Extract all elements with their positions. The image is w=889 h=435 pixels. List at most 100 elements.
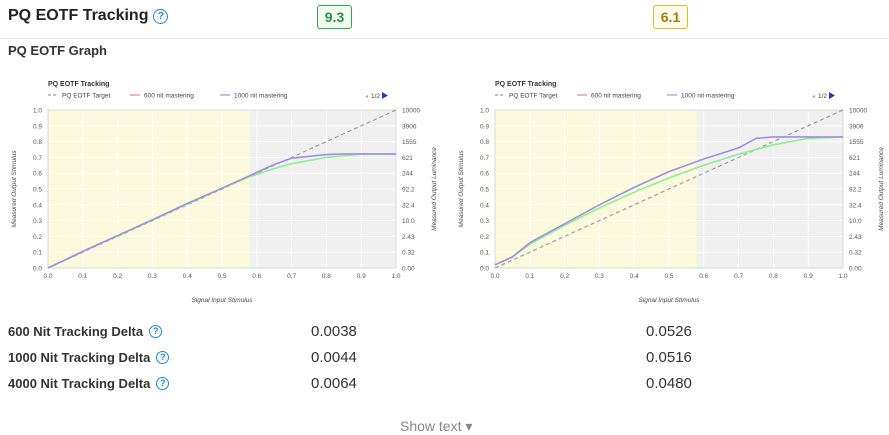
delta-value-right: 0.0516 bbox=[646, 349, 692, 366]
legend-label: 1000 nit mastering bbox=[234, 93, 288, 100]
x-axis-label: Signal Input Stimulus bbox=[638, 297, 700, 304]
score-badge-right: 6.1 bbox=[653, 5, 688, 29]
y-right-tick-label: 2.43 bbox=[849, 234, 862, 241]
help-icon[interactable]: ? bbox=[153, 8, 169, 24]
legend-label: 600 nit mastering bbox=[591, 93, 641, 100]
eotf-chart-svg-right: 0.0 0.1 0.2 0.3 0.4 0.5 0.6 0.7 0.8 0.9 1.0 0.0 0.1 0… bbox=[458, 81, 885, 304]
legend-prev-icon: ◂ bbox=[812, 94, 815, 100]
y-axis-label: Measured Output Stimulus bbox=[458, 150, 465, 228]
legend-label: 600 nit mastering bbox=[144, 93, 194, 100]
y-tick-label: 0.1 bbox=[480, 250, 489, 257]
y-tick-label: 0.3 bbox=[33, 218, 42, 225]
legend-next-icon bbox=[829, 92, 835, 99]
x-tick-label: 0.5 bbox=[217, 273, 226, 280]
help-icon[interactable]: ? bbox=[156, 377, 170, 390]
legend-next-icon bbox=[382, 92, 388, 99]
delta-label-text: 1000 Nit Tracking Delta bbox=[8, 350, 151, 365]
legend-prev-icon: ◂ bbox=[365, 94, 368, 100]
x-tick-label: 0.7 bbox=[734, 273, 743, 280]
delta-row-600: 600 Nit Tracking Delta ? 0.0038 0.0526 bbox=[0, 320, 889, 344]
x-tick-label: 0.4 bbox=[183, 273, 192, 280]
series-line-1000-nit bbox=[47, 153, 396, 269]
y-right-tick-label: 621 bbox=[402, 155, 413, 162]
x-tick-label: 0.9 bbox=[357, 273, 366, 280]
y-tick-label: 0.8 bbox=[480, 139, 489, 146]
x-tick-label: 0.0 bbox=[43, 273, 52, 280]
y-tick-label: 0.4 bbox=[480, 202, 489, 209]
x-axis-label: Signal Input Stimulus bbox=[191, 297, 253, 304]
x-tick-label: 0.9 bbox=[804, 273, 813, 280]
y-right-tick-label: 3906 bbox=[402, 123, 417, 130]
delta-label-text: 4000 Nit Tracking Delta bbox=[8, 376, 151, 391]
x-tick-label: 0.7 bbox=[287, 273, 296, 280]
x-tick-label: 0.1 bbox=[525, 273, 534, 280]
series-line-1000-nit bbox=[494, 136, 843, 266]
x-tick-label: 1.0 bbox=[391, 273, 400, 280]
y-right-tick-label: 621 bbox=[849, 155, 860, 162]
y-tick-label: 0.7 bbox=[480, 155, 489, 162]
legend-page-label: 1/2 bbox=[371, 93, 380, 100]
y-right-tick-label: 244 bbox=[849, 171, 860, 178]
legend-label: PQ EOTF Target bbox=[509, 93, 557, 100]
y-tick-label: 0.6 bbox=[480, 171, 489, 178]
x-tick-label: 0.3 bbox=[595, 273, 604, 280]
chart-title: PQ EOTF Tracking bbox=[48, 81, 109, 88]
eotf-chart-right: 0.0 0.1 0.2 0.3 0.4 0.5 0.6 0.7 0.8 0.9 1.0 0.0 0.1 0… bbox=[455, 74, 885, 314]
x-tick-label: 0.8 bbox=[322, 273, 331, 280]
y-tick-label: 0.3 bbox=[480, 218, 489, 225]
x-tick-label: 0.5 bbox=[664, 273, 673, 280]
title-text: PQ EOTF Tracking bbox=[8, 7, 149, 24]
legend-page-label: 1/2 bbox=[818, 93, 827, 100]
y-right-tick-label: 10.0 bbox=[849, 218, 862, 225]
delta-value-left: 0.0044 bbox=[311, 349, 357, 366]
delta-label-text: 600 Nit Tracking Delta bbox=[8, 324, 144, 339]
delta-value-right: 0.0480 bbox=[646, 375, 692, 392]
y-right-tick-label: 10.0 bbox=[402, 218, 415, 225]
y-tick-label: 0.5 bbox=[480, 187, 489, 194]
score-badge-left: 9.3 bbox=[317, 5, 352, 29]
x-tick-label: 0.0 bbox=[490, 273, 499, 280]
delta-row-4000: 4000 Nit Tracking Delta ? 0.0064 0.0480 bbox=[0, 372, 889, 396]
plot-frame bbox=[47, 109, 397, 269]
x-tick-label: 1.0 bbox=[838, 273, 847, 280]
y-right-tick-label: 1555 bbox=[849, 139, 864, 146]
y-right-axis-label: Measured Output Luminance bbox=[431, 147, 438, 231]
legend-label: PQ EOTF Target bbox=[62, 93, 110, 100]
x-tick-label: 0.3 bbox=[148, 273, 157, 280]
y-tick-label: 0.6 bbox=[33, 171, 42, 178]
help-icon[interactable]: ? bbox=[149, 325, 163, 338]
x-tick-label: 0.6 bbox=[252, 273, 261, 280]
y-right-tick-label: 10000 bbox=[402, 108, 420, 115]
x-tick-label: 0.2 bbox=[113, 273, 122, 280]
legend-label: 1000 nit mastering bbox=[681, 93, 735, 100]
y-tick-label: 0.0 bbox=[480, 266, 489, 273]
delta-value-right: 0.0526 bbox=[646, 323, 692, 340]
y-right-axis-label: Measured Output Luminance bbox=[878, 147, 885, 231]
eotf-chart-svg-left: 0.0 0.1 0.2 0.3 0.4 0.5 0.6 0.7 0.8 0.9 1.0 0.0 0.1 0… bbox=[11, 81, 438, 304]
help-icon[interactable]: ? bbox=[156, 351, 170, 364]
delta-label: 4000 Nit Tracking Delta ? bbox=[8, 376, 170, 391]
y-tick-label: 0.4 bbox=[33, 202, 42, 209]
x-tick-label: 0.8 bbox=[769, 273, 778, 280]
y-right-tick-label: 1555 bbox=[402, 139, 417, 146]
y-right-tick-label: 10000 bbox=[849, 108, 867, 115]
show-text-toggle[interactable]: Show text ▾ bbox=[400, 418, 473, 434]
y-axis-label: Measured Output Stimulus bbox=[11, 150, 18, 228]
y-tick-label: 0.2 bbox=[33, 234, 42, 241]
y-right-tick-label: 92.2 bbox=[402, 187, 415, 194]
y-right-tick-label: 3906 bbox=[849, 123, 864, 130]
y-tick-label: 0.0 bbox=[33, 266, 42, 273]
y-tick-label: 0.8 bbox=[33, 139, 42, 146]
y-tick-label: 0.5 bbox=[33, 187, 42, 194]
y-right-tick-label: 0.00 bbox=[402, 266, 415, 273]
y-right-tick-label: 0.00 bbox=[849, 266, 862, 273]
page-title: PQ EOTF Tracking ? bbox=[8, 7, 169, 25]
delta-row-1000: 1000 Nit Tracking Delta ? 0.0044 0.0516 bbox=[0, 346, 889, 370]
header-row: PQ EOTF Tracking ? 9.3 6.1 bbox=[0, 0, 889, 39]
y-tick-label: 0.9 bbox=[33, 123, 42, 130]
series-line-600-nit bbox=[494, 136, 844, 266]
x-tick-label: 0.4 bbox=[630, 273, 639, 280]
delta-label: 600 Nit Tracking Delta ? bbox=[8, 324, 163, 339]
plot-frame bbox=[494, 109, 844, 269]
y-tick-label: 1.0 bbox=[480, 108, 489, 115]
